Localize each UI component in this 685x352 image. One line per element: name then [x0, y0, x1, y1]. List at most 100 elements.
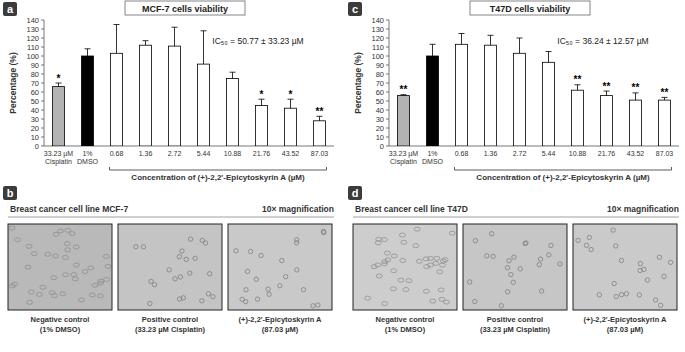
cell-texture	[539, 289, 543, 293]
cell-texture	[511, 280, 515, 284]
cell-texture	[53, 254, 59, 258]
cell-texture	[177, 254, 181, 258]
cell-texture	[538, 257, 542, 261]
cell-texture	[428, 256, 434, 260]
cell-texture	[489, 231, 493, 235]
cell-texture	[49, 291, 55, 295]
bar	[227, 79, 239, 147]
error-line	[432, 44, 433, 56]
error-line	[232, 72, 233, 78]
error-cap	[172, 27, 178, 28]
x-bracket	[455, 167, 672, 170]
y-tick-label: 110	[27, 43, 39, 52]
cell-texture	[25, 265, 31, 269]
y-tick-label: 20	[376, 124, 384, 133]
cell-texture	[430, 299, 436, 303]
cell-texture	[9, 226, 15, 230]
caption: Positive control	[142, 315, 198, 324]
caption: Negative control	[31, 315, 90, 324]
bar	[198, 64, 210, 146]
cell-texture	[244, 288, 248, 292]
error-cap	[430, 44, 436, 45]
y-tick-label: 100	[371, 52, 384, 61]
panel-title: Breast cancer cell line T47D	[355, 204, 468, 214]
micrograph	[8, 224, 112, 310]
error-line	[461, 34, 462, 45]
cell-texture	[365, 296, 371, 300]
cell-texture	[433, 261, 439, 265]
bar	[630, 100, 642, 146]
panel-letter: c	[352, 3, 358, 15]
cell-texture	[659, 303, 663, 307]
cell-texture	[45, 252, 51, 256]
y-tick	[386, 56, 389, 57]
cell-texture	[193, 256, 197, 260]
significance: *	[57, 73, 61, 84]
separator	[8, 217, 334, 218]
cell-texture	[662, 274, 666, 278]
cell-texture	[499, 304, 503, 308]
significance: **	[400, 84, 408, 95]
error-bar	[517, 38, 523, 53]
cell-texture	[57, 229, 63, 233]
y-tick-label: 0	[35, 142, 39, 151]
label-line: DMSO	[77, 158, 99, 165]
cell-texture	[184, 257, 188, 261]
error-bar	[114, 25, 120, 54]
x-tick-label: 1%DMSO	[77, 150, 99, 165]
y-tick	[41, 83, 44, 84]
caption: (33.23 µM Cisplatin)	[135, 325, 206, 334]
cell-texture	[467, 280, 471, 284]
cell-texture	[149, 279, 153, 283]
error-bar	[143, 41, 149, 46]
bar	[485, 45, 497, 146]
y-tick	[386, 20, 389, 21]
cell-texture	[619, 292, 623, 296]
label-line: DMSO	[422, 158, 444, 165]
label-line: 21.76	[598, 150, 616, 157]
cell-texture	[505, 266, 509, 270]
y-tick	[41, 146, 44, 147]
chart-title: T47D cells viability	[490, 4, 571, 14]
cell-texture	[558, 262, 562, 266]
cell-texture	[645, 278, 649, 282]
error-bar	[604, 91, 610, 96]
cell-texture	[390, 287, 396, 291]
error-bar	[288, 99, 294, 108]
label-line: 1%	[427, 150, 437, 157]
y-tick-label: 110	[372, 43, 384, 52]
label-line: 2.72	[168, 150, 182, 157]
cell-texture	[384, 251, 390, 255]
x-tick-label: 1.36	[484, 150, 498, 157]
error-line	[548, 52, 549, 63]
label-line: Cisplatin	[390, 158, 417, 166]
y-tick	[41, 65, 44, 66]
caption: (+)-2,2'-Epicytoskyrin A	[239, 315, 323, 324]
micrograph	[228, 224, 332, 310]
cell-texture	[26, 244, 32, 248]
cell-texture	[104, 277, 110, 281]
cell-texture	[400, 259, 406, 263]
bars	[53, 25, 326, 147]
cell-texture	[234, 249, 238, 253]
cell-texture	[518, 267, 522, 271]
cell-texture	[316, 303, 320, 307]
cell-texture	[259, 253, 263, 257]
cell-texture	[181, 296, 185, 300]
x-tick-label: 5.44	[542, 150, 556, 157]
x-tick-label: 43.52	[627, 150, 645, 157]
y-tick	[41, 110, 44, 111]
cell-texture	[207, 272, 211, 276]
error-bar	[546, 52, 552, 63]
y-tick-label: 0	[380, 142, 384, 151]
caption: (+)-2,2'-Epicytoskyrin A	[584, 315, 668, 324]
y-tick-label: 80	[31, 70, 39, 79]
cell-texture	[624, 292, 628, 296]
cell-texture	[167, 268, 171, 272]
cell-texture	[134, 245, 138, 249]
cell-texture	[78, 298, 84, 302]
cell-texture	[619, 258, 623, 262]
error-line	[87, 49, 88, 56]
cell-texture	[82, 270, 88, 274]
cell-texture	[51, 276, 57, 280]
